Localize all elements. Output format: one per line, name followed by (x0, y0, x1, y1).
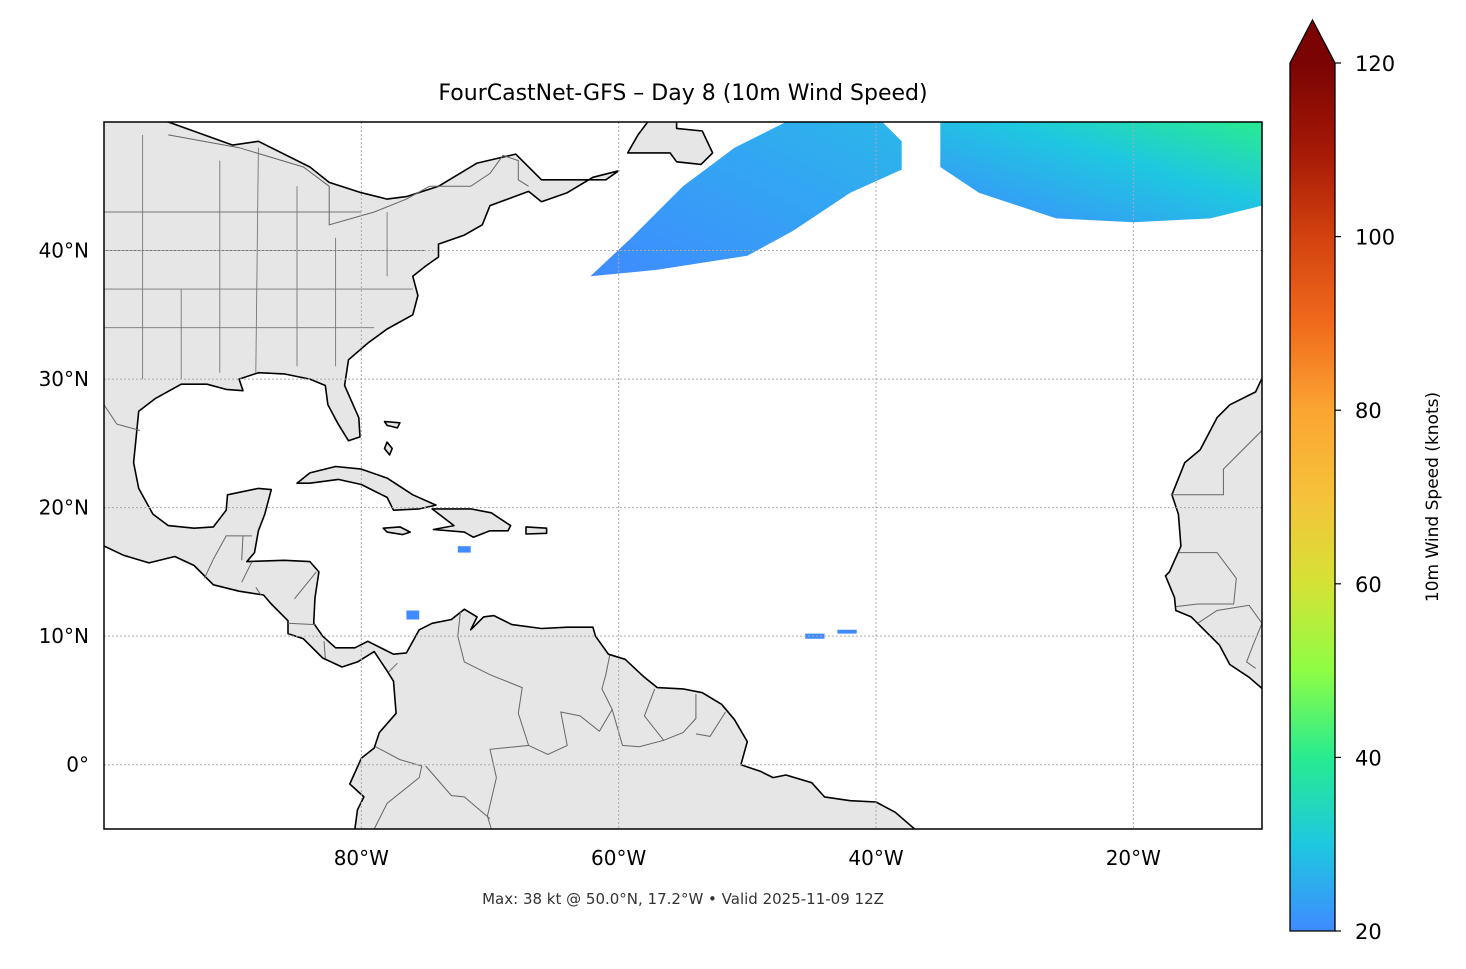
border-line (1175, 552, 1237, 608)
colorbar-fill (1290, 63, 1335, 931)
border-line (1197, 604, 1262, 669)
colorbar: 20 40 60 80 100 120 (1289, 18, 1395, 944)
colorbar-outline (1289, 18, 1336, 932)
land-hispaniola (431, 508, 512, 539)
axes: 80°W 60°W 40°W 20°W 40°N 30°N 20°N 10°N 0° (39, 121, 1263, 870)
border-line (203, 535, 252, 579)
border-line (287, 622, 316, 626)
colorbar-tick-label: 120 (1355, 52, 1395, 76)
land-cuba (296, 465, 437, 512)
x-tick-label: 40°W (848, 846, 903, 870)
chart-title: FourCastNet-GFS – Day 8 (10m Wind Speed) (438, 81, 927, 106)
colorbar-tick-label: 40 (1355, 746, 1382, 770)
footer-info: Max: 38 kt @ 50.0°N, 17.2°W • Valid 2025… (482, 890, 884, 908)
border-line (323, 641, 326, 659)
border-line (241, 535, 244, 561)
x-tick-label: 20°W (1106, 846, 1161, 870)
border-line (294, 571, 317, 600)
wind-region (940, 122, 1262, 223)
land-bahamas (383, 420, 401, 429)
border-line (1170, 429, 1262, 496)
land-jamaica (382, 526, 412, 536)
wind-region (837, 629, 857, 634)
colorbar-tick-label: 100 (1355, 226, 1395, 250)
border-line (373, 746, 423, 829)
y-tick-label: 20°N (39, 496, 89, 520)
colorbar-tick-label: 60 (1355, 573, 1382, 597)
map-content (104, 122, 1262, 829)
y-tick-label: 30°N (39, 367, 89, 391)
border-line (457, 611, 530, 829)
colorbar-tick-label: 20 (1355, 920, 1382, 944)
border-line (611, 709, 664, 748)
map-frame (103, 121, 1263, 830)
border-line (241, 561, 253, 583)
wind-region (406, 610, 420, 620)
wind-region (590, 122, 902, 277)
state-border-line (255, 147, 259, 373)
wind-region (457, 546, 471, 553)
border-line (255, 587, 262, 596)
x-tick-label: 80°W (334, 846, 389, 870)
land-andros (383, 441, 394, 456)
y-tick-label: 40°N (39, 239, 89, 263)
colorbar-extend-arrow (1290, 20, 1335, 63)
border-line (425, 765, 491, 820)
border-line (388, 662, 398, 673)
border-line (528, 655, 613, 755)
y-tick-label: 10°N (39, 624, 89, 648)
wind-region (805, 633, 825, 639)
land-africa (1164, 376, 1262, 690)
land-puerto-rico (525, 526, 548, 535)
x-tick-label: 60°W (591, 846, 646, 870)
colorbar-label: 10m Wind Speed (knots) (1423, 392, 1443, 602)
border-line (695, 711, 726, 737)
map-area (104, 122, 1262, 829)
colorbar-tick-label: 80 (1355, 399, 1382, 423)
border-line (643, 688, 697, 741)
y-tick-label: 0° (66, 753, 89, 777)
border-line (104, 404, 141, 431)
border-line (168, 134, 529, 226)
land-north-central-america (104, 122, 916, 829)
land-newfoundland (626, 122, 714, 166)
